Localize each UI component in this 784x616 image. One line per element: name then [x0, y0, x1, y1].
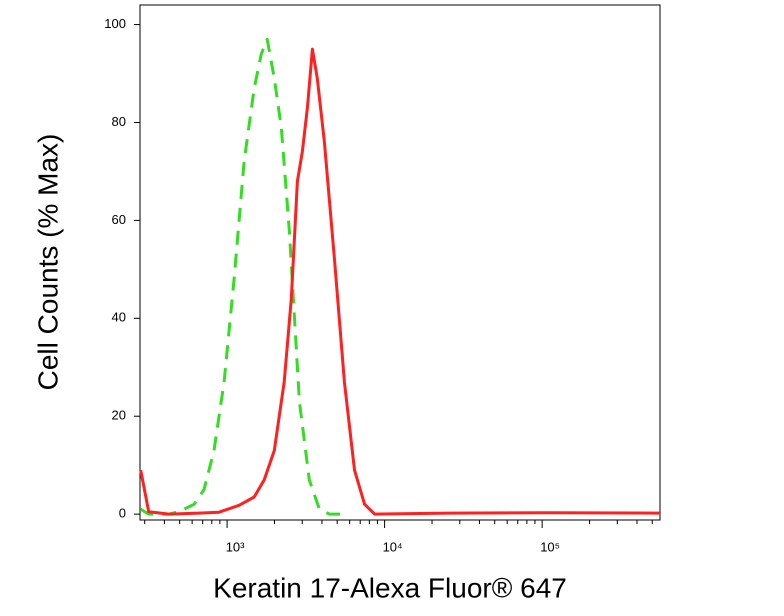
plot-frame	[139, 4, 661, 521]
x-tick-label: 10⁴	[383, 539, 403, 554]
y-tick-label: 20	[112, 408, 126, 423]
y-axis-title: Cell Counts (% Max)	[32, 134, 63, 391]
y-tick-label: 40	[112, 310, 126, 325]
y-tick-label: 0	[119, 506, 126, 521]
series-line	[139, 37, 345, 516]
y-tick-label: 100	[104, 16, 126, 31]
x-tick-label: 10³	[226, 539, 245, 554]
x-axis-title: Keratin 17-Alexa Fluor® 647	[213, 572, 567, 603]
series-line	[139, 47, 661, 516]
y-tick-label: 60	[112, 212, 126, 227]
x-tick-label: 10⁵	[540, 539, 560, 554]
y-tick-label: 80	[112, 114, 126, 129]
